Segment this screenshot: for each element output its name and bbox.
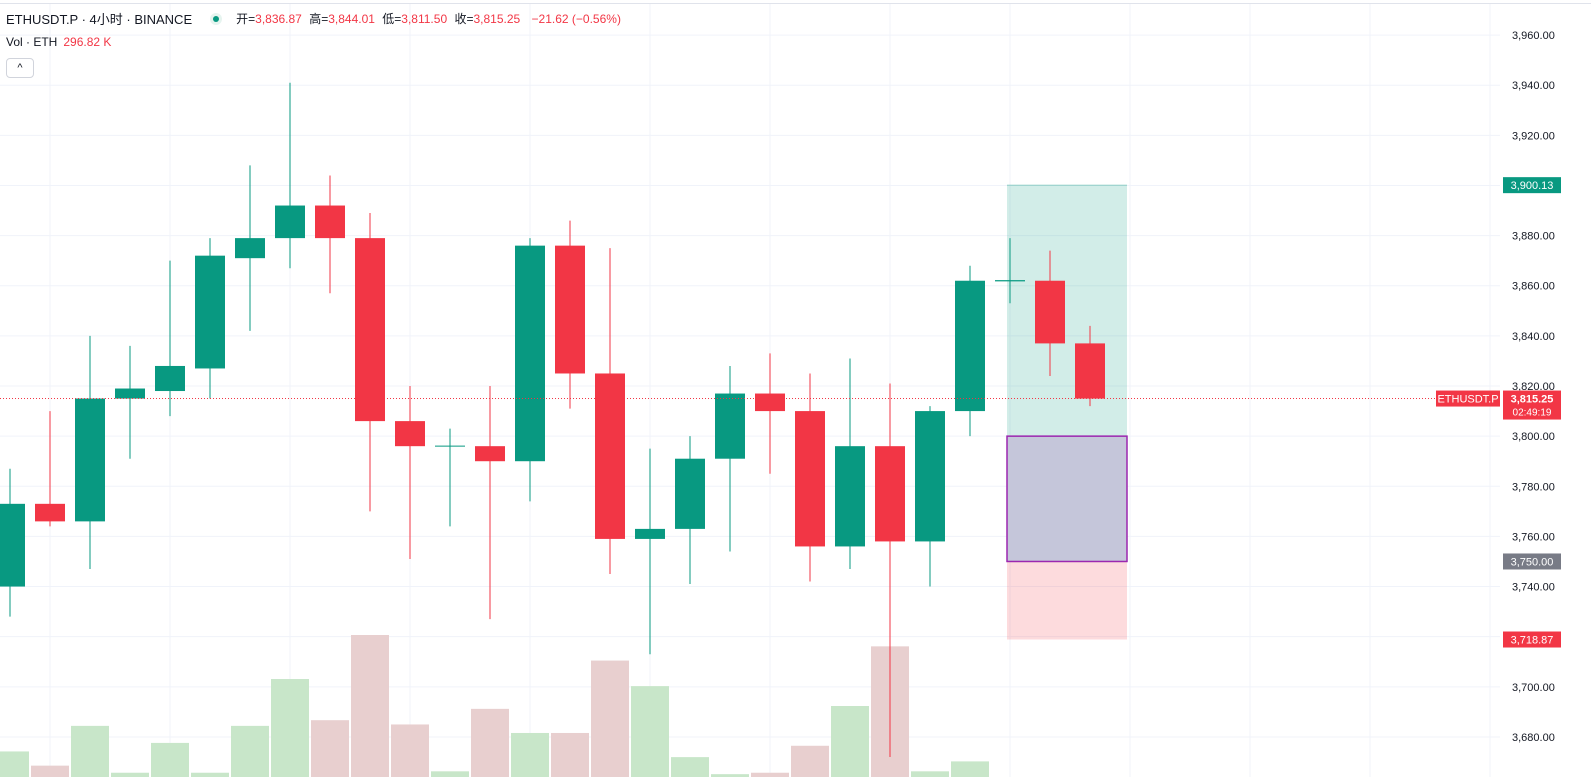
candle-body xyxy=(195,255,225,369)
entry-price-tag-bg xyxy=(1503,553,1561,570)
volume-bar xyxy=(0,751,29,777)
y-tick-label: 3,680.00 xyxy=(1512,732,1555,744)
volume-bar xyxy=(951,761,989,777)
volume-bar xyxy=(391,724,429,777)
candle-body xyxy=(475,446,505,462)
candle-body xyxy=(275,205,305,239)
candle-body xyxy=(1075,343,1105,399)
volume-bar xyxy=(511,732,549,777)
stop-price-tag-bg xyxy=(1503,631,1561,648)
candle-body xyxy=(715,393,745,459)
current-price-tag: 3,815.25 xyxy=(1511,394,1554,406)
ohlc-readout: 开=3,836.87 高=3,844.01 低=3,811.50 收=3,815… xyxy=(236,10,621,27)
bar-countdown: 02:49:19 xyxy=(1513,408,1552,419)
volume-bar xyxy=(591,660,629,777)
candle-body xyxy=(0,503,25,587)
candle-body xyxy=(755,393,785,412)
volume-bar xyxy=(271,679,309,777)
volume-bar xyxy=(671,757,709,777)
open-label: 开= xyxy=(236,12,256,26)
volume-bar xyxy=(31,765,69,777)
current-price-tag-bg xyxy=(1503,390,1561,420)
open-value: 3,836.87 xyxy=(255,12,302,26)
volume-bar xyxy=(231,725,269,777)
volume-bar xyxy=(911,771,949,777)
candle-body xyxy=(795,411,825,547)
volume-bar xyxy=(311,720,349,777)
symbol-header: ETHUSDT.P · 4小时 · BINANCE 开=3,836.87 高=3… xyxy=(6,9,621,28)
close-label: 收= xyxy=(454,12,474,26)
high-label: 高= xyxy=(309,12,329,26)
candle-body xyxy=(835,446,865,547)
volume-legend: Vol · ETH 296.82 K xyxy=(6,35,111,49)
collapse-legend-button[interactable]: ^ xyxy=(6,58,34,78)
candle-body xyxy=(915,411,945,542)
candle-body xyxy=(155,365,185,392)
candle-body xyxy=(515,245,545,462)
volume-bar xyxy=(831,706,869,777)
candle-body xyxy=(355,238,385,422)
y-tick-label: 3,920.00 xyxy=(1512,130,1555,142)
symbol-title[interactable]: ETHUSDT.P · 4小时 · BINANCE xyxy=(6,12,193,27)
y-tick-label: 3,800.00 xyxy=(1512,431,1555,443)
candle-body xyxy=(955,280,985,412)
entry-price-tag: 3,750.00 xyxy=(1511,556,1554,568)
y-tick-label: 3,780.00 xyxy=(1512,481,1555,493)
stop-price-tag: 3,718.87 xyxy=(1511,635,1554,647)
target-price-tag: 3,900.13 xyxy=(1511,180,1554,192)
candle-body xyxy=(635,528,665,539)
volume-bar xyxy=(191,772,229,777)
volume-bar xyxy=(71,725,109,777)
position-entry-box xyxy=(1006,435,1128,563)
volume-bar xyxy=(551,732,589,777)
volume-bar xyxy=(791,745,829,777)
candle-body xyxy=(75,398,105,522)
y-tick-label: 3,740.00 xyxy=(1512,582,1555,594)
symbol-tag: ETHUSDT.P xyxy=(1437,394,1498,406)
target-price-tag-bg xyxy=(1503,177,1561,194)
volume-bar xyxy=(471,708,509,777)
candle-body xyxy=(115,388,145,399)
volume-bar xyxy=(751,772,789,777)
volume-bar xyxy=(711,774,749,777)
candle-body xyxy=(235,238,265,259)
candle-body xyxy=(555,245,585,374)
candle-body xyxy=(595,373,625,539)
market-status-dot-icon xyxy=(210,12,223,25)
candle-body xyxy=(35,503,65,522)
y-tick-label: 3,760.00 xyxy=(1512,531,1555,543)
candle-body xyxy=(875,446,905,542)
y-tick-label: 3,700.00 xyxy=(1512,682,1555,694)
volume-bar xyxy=(351,635,389,777)
volume-bar xyxy=(431,771,469,777)
change-value: −21.62 (−0.56%) xyxy=(531,12,621,26)
y-tick-label: 3,840.00 xyxy=(1512,331,1555,343)
candle-body xyxy=(315,205,345,239)
y-tick-label: 3,820.00 xyxy=(1512,381,1555,393)
high-value: 3,844.01 xyxy=(328,12,375,26)
close-value: 3,815.25 xyxy=(473,12,521,26)
candle-body xyxy=(395,421,425,447)
symbol-tag-bg xyxy=(1436,390,1500,407)
y-tick-label: 3,940.00 xyxy=(1512,80,1555,92)
candle-body xyxy=(1035,280,1065,344)
volume-bar xyxy=(151,742,189,777)
y-tick-label: 3,860.00 xyxy=(1512,281,1555,293)
volume-bar xyxy=(111,772,149,777)
position-loss-zone xyxy=(1007,561,1127,640)
low-value: 3,811.50 xyxy=(401,12,448,26)
position-profit-zone xyxy=(1007,185,1127,437)
volume-bar xyxy=(631,686,669,777)
y-tick-label: 3,960.00 xyxy=(1512,30,1555,42)
volume-value: 296.82 K xyxy=(63,35,112,49)
y-tick-label: 3,880.00 xyxy=(1512,231,1555,243)
low-label: 低= xyxy=(382,12,402,26)
volume-label: Vol · ETH xyxy=(6,35,58,49)
candle-body xyxy=(675,458,705,529)
